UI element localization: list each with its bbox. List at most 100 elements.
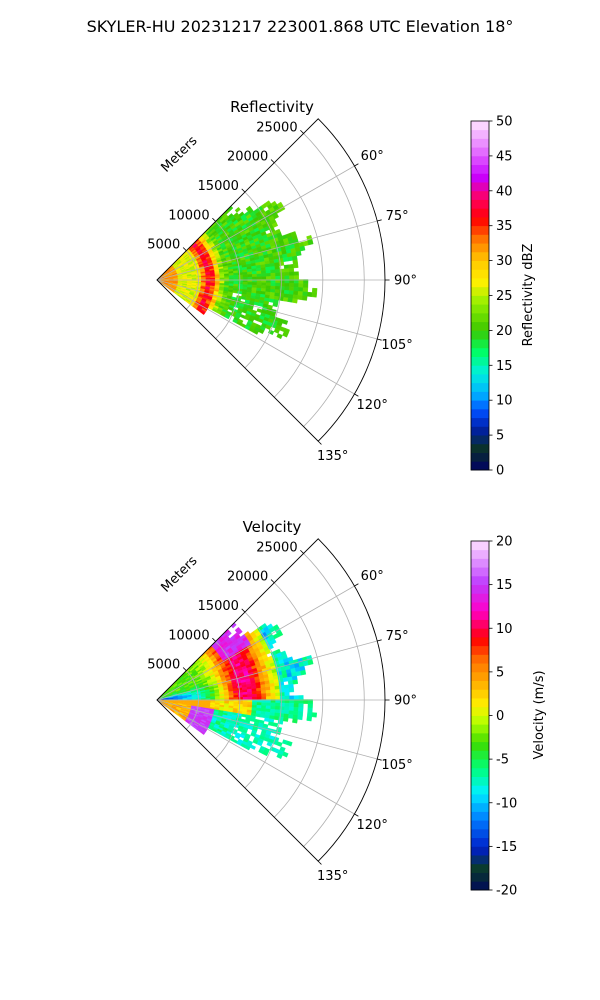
radar-gate <box>301 295 308 301</box>
colorbar-segment <box>471 173 489 183</box>
azimuth-tick-label: 75° <box>386 209 409 224</box>
reflectivity-colorbar: 0 5 10 15 20 25 30 35 40 45 50 Reflectivity dBZ <box>470 115 536 479</box>
radar-gate <box>289 695 295 700</box>
radar-gate <box>265 702 272 707</box>
radar-gate <box>292 298 298 304</box>
radar-gate <box>247 276 253 280</box>
radar-gate <box>288 290 294 296</box>
reflectivity-azimuth-ticks: 60° 75° 90° 105° 120° 135° <box>317 149 417 464</box>
radar-gate <box>289 271 295 277</box>
radar-gate <box>289 275 295 280</box>
radar-gate <box>270 689 276 694</box>
radar-gate <box>265 282 272 287</box>
colorbar-tick-label: 20 <box>496 324 513 339</box>
colorbar-segment <box>471 645 489 655</box>
radar-gate <box>249 744 256 750</box>
colorbar-segment <box>471 872 489 882</box>
radar-gate <box>262 750 269 757</box>
radar-gate <box>270 272 276 277</box>
radar-gate <box>270 702 276 707</box>
radar-gate <box>224 277 230 281</box>
reflectivity-range-ticks: 5000 10000 15000 20000 25000 <box>147 120 304 253</box>
radar-gate <box>278 261 285 267</box>
radar-gate <box>292 718 298 724</box>
radar-gate <box>306 711 313 718</box>
radar-gate <box>279 692 286 697</box>
radar-gate <box>292 263 299 269</box>
azimuth-tick-mark <box>377 758 382 761</box>
radar-gate <box>282 331 289 338</box>
radar-gate <box>219 277 225 280</box>
azimuth-tick-mark <box>354 583 359 587</box>
radar-gate <box>255 713 261 718</box>
azimuth-tick-label: 120° <box>357 398 388 413</box>
radar-gate <box>251 271 258 275</box>
colorbar-segment <box>471 356 489 366</box>
colorbar-segment <box>471 374 489 384</box>
radar-gate <box>284 282 290 288</box>
colorbar-segment <box>471 365 489 375</box>
colorbar-segment <box>471 243 489 253</box>
radar-gate <box>274 265 280 270</box>
radar-gate <box>261 693 267 697</box>
colorbar-tick-label: 0 <box>496 709 504 724</box>
radar-gate <box>275 695 281 700</box>
radar-gate <box>251 702 258 706</box>
radar-gate <box>288 286 295 292</box>
radar-gate <box>270 282 276 287</box>
figure-title: SKYLER-HU 20231217 223001.868 UTC Elevat… <box>87 17 514 36</box>
radar-gate <box>233 692 239 696</box>
colorbar-segment <box>471 260 489 270</box>
radar-gate <box>283 264 290 270</box>
azimuth-tick-label: 60° <box>361 149 384 164</box>
radar-gate <box>276 333 283 340</box>
azimuth-spoke <box>156 585 355 701</box>
colorbar-tick-label: -15 <box>496 840 517 855</box>
radar-gate <box>311 287 318 294</box>
radar-gate <box>219 697 225 700</box>
colorbar-tick-label: 15 <box>496 359 513 374</box>
colorbar-segment <box>471 330 489 340</box>
range-tick-label: 15000 <box>198 599 239 614</box>
colorbar-tick-label: 40 <box>496 184 513 199</box>
colorbar-segment <box>471 286 489 296</box>
colorbar-segment <box>471 750 489 760</box>
radar-gate <box>284 271 290 277</box>
radar-gate <box>234 206 241 213</box>
azimuth-tick-label: 90° <box>394 694 417 709</box>
colorbar-segment <box>471 251 489 262</box>
radar-gate <box>244 745 251 751</box>
radar-gate <box>295 250 302 257</box>
azimuth-tick-label: 60° <box>361 569 384 584</box>
radar-gate <box>275 692 281 697</box>
radar-gate <box>252 276 258 280</box>
radar-gate <box>242 281 248 285</box>
colorbar-segment <box>471 278 489 288</box>
azimuth-tick-mark <box>354 813 359 817</box>
radar-gate <box>224 697 230 701</box>
colorbar-tick-label: 50 <box>496 115 513 130</box>
radar-gate <box>302 283 309 289</box>
radar-gate <box>269 686 276 691</box>
radar-gate <box>270 638 277 645</box>
colorbar-segment <box>471 304 489 314</box>
colorbar-tick-label: 35 <box>496 219 513 234</box>
radar-gate <box>275 282 281 287</box>
radar-gate <box>276 741 283 747</box>
radar-gate <box>293 283 299 288</box>
radar-gate <box>256 696 262 700</box>
radar-gate <box>276 631 284 638</box>
radar-gate <box>297 711 304 717</box>
radar-gate <box>275 272 281 277</box>
radar-gate <box>279 272 286 277</box>
colorbar-segment <box>471 382 489 392</box>
range-tick-mark <box>300 129 304 134</box>
radar-gate <box>251 282 258 286</box>
colorbar-segment <box>471 602 489 612</box>
sector-frame <box>156 538 386 862</box>
radar-gate <box>292 259 299 265</box>
radar-gate <box>293 286 299 292</box>
radar-gate <box>265 272 272 277</box>
azimuth-tick-label: 90° <box>394 274 417 289</box>
colorbar-segment <box>471 182 489 192</box>
